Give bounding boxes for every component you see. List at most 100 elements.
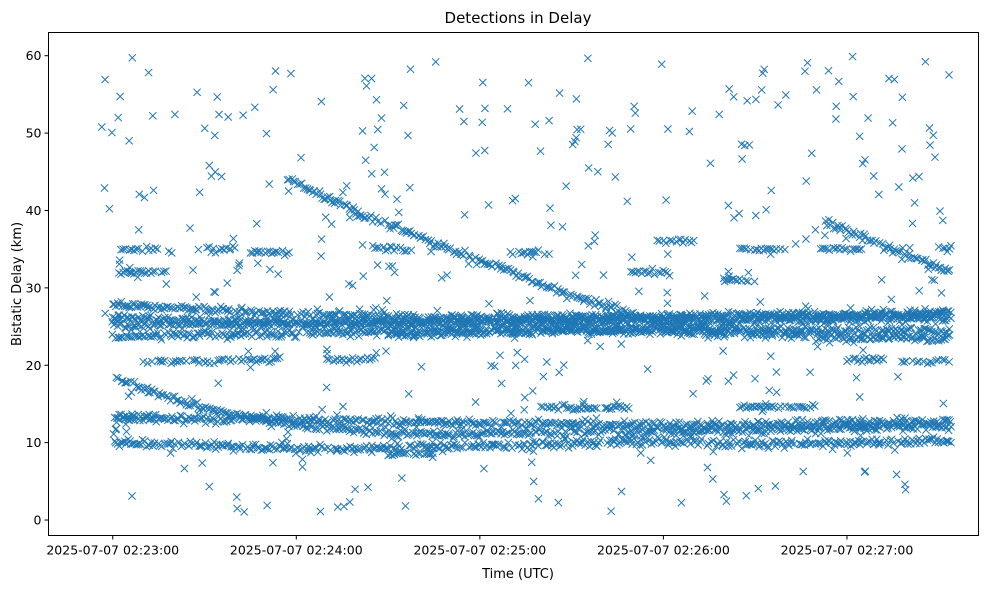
data-point: [768, 421, 777, 430]
data-point: [921, 313, 930, 322]
data-point: [295, 328, 303, 336]
data-point: [780, 444, 789, 453]
data-point: [889, 439, 898, 448]
data-point: [285, 175, 294, 184]
data-point: [166, 449, 175, 458]
data-point: [583, 54, 592, 63]
data-point: [500, 443, 509, 452]
data-point: [661, 239, 670, 248]
data-point: [220, 418, 229, 426]
data-point: [657, 60, 666, 69]
data-point: [700, 291, 709, 300]
data-point: [879, 355, 888, 364]
data-point: [121, 323, 129, 332]
data-point: [778, 314, 787, 323]
data-point: [205, 482, 214, 491]
data-point: [641, 438, 650, 446]
data-point: [646, 456, 655, 465]
data-point: [918, 332, 927, 341]
data-point: [881, 310, 890, 319]
data-point: [806, 425, 815, 434]
data-point: [394, 220, 403, 229]
data-point: [524, 78, 533, 87]
data-point: [930, 276, 939, 285]
data-point: [942, 437, 951, 445]
data-point: [503, 104, 512, 113]
data-point: [226, 333, 235, 342]
data-point: [157, 268, 166, 277]
data-point: [193, 415, 202, 424]
data-point: [162, 280, 171, 288]
data-point: [941, 316, 950, 325]
data-point: [751, 95, 760, 104]
data-point: [849, 354, 858, 363]
data-point: [806, 328, 815, 337]
data-point: [562, 182, 571, 191]
data-point: [626, 328, 634, 337]
data-point: [198, 459, 207, 467]
data-point: [143, 359, 152, 367]
data-point: [862, 326, 871, 335]
data-point: [934, 336, 943, 345]
data-point: [467, 417, 476, 426]
data-point: [888, 118, 897, 127]
data-point: [764, 444, 773, 453]
data-point: [316, 507, 325, 516]
data-point: [630, 430, 638, 439]
data-point: [566, 327, 574, 336]
data-point: [887, 315, 896, 324]
data-point: [750, 277, 759, 286]
data-point: [650, 270, 659, 279]
data-point: [744, 277, 753, 286]
data-point: [371, 318, 380, 327]
data-point: [110, 413, 119, 422]
data-point: [643, 326, 651, 334]
data-point: [646, 317, 655, 325]
data-point: [520, 273, 529, 282]
data-point: [124, 392, 133, 401]
data-point: [910, 306, 919, 315]
data-point: [496, 351, 504, 360]
data-point: [142, 242, 151, 251]
data-point: [217, 406, 225, 415]
data-point: [188, 333, 197, 342]
data-point: [519, 248, 528, 257]
data-point: [721, 442, 730, 451]
data-point: [613, 301, 621, 310]
data-point: [459, 117, 468, 126]
data-point: [931, 438, 940, 447]
data-point: [339, 402, 347, 411]
data-point: [155, 321, 164, 330]
data-point: [714, 328, 723, 337]
data-point: [602, 403, 611, 412]
data-point: [219, 330, 228, 339]
data-point: [127, 388, 136, 397]
data-point: [781, 91, 790, 99]
data-point: [544, 439, 552, 448]
data-point: [737, 140, 746, 149]
data-point: [517, 249, 526, 258]
data-point: [836, 226, 845, 235]
data-point: [813, 330, 822, 339]
data-point: [855, 132, 864, 141]
data-point: [558, 441, 566, 450]
data-point: [276, 306, 285, 315]
data-point: [874, 312, 883, 321]
data-point: [724, 311, 733, 320]
data-point: [878, 239, 887, 248]
data-point: [898, 244, 907, 252]
data-point: [534, 246, 543, 255]
data-point: [654, 268, 663, 277]
data-point: [100, 184, 109, 192]
data-point: [326, 446, 335, 455]
data-point: [388, 262, 397, 270]
data-point: [558, 222, 567, 231]
data-point: [325, 293, 334, 301]
data-point: [852, 373, 861, 382]
data-point: [454, 431, 463, 440]
data-point: [583, 437, 592, 446]
data-point: [890, 418, 899, 427]
data-point: [864, 356, 873, 365]
